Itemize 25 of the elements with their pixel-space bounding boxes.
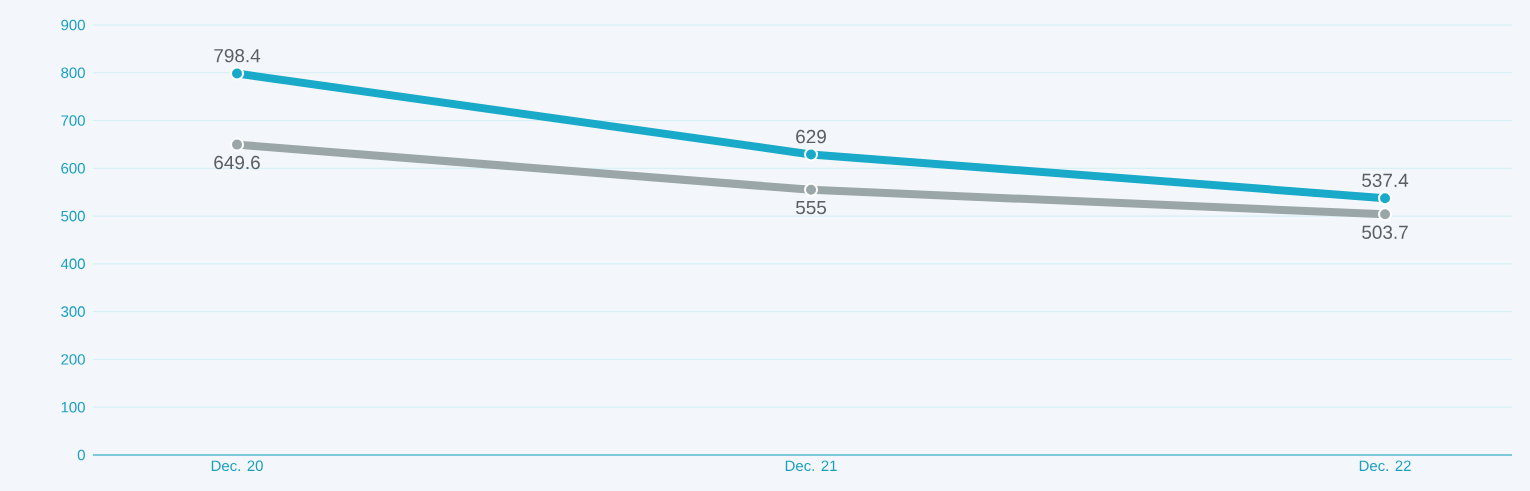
point (230, 137, 245, 152)
y-tick-label: 600 (61, 163, 85, 174)
data-label: 555 (795, 201, 827, 215)
point (230, 66, 245, 81)
y-tick-label: 200 (61, 354, 85, 365)
y-tick-label: 500 (61, 210, 85, 222)
x-tick-label: Dec. 20 (211, 460, 263, 472)
data-label: 798.4 (214, 48, 261, 63)
y-tick-label: 300 (61, 306, 85, 317)
y-tick-label: 700 (61, 115, 85, 126)
x-tick-label: Dec. 22 (1359, 460, 1411, 472)
y-tick-label: 800 (61, 67, 85, 79)
point (1378, 191, 1393, 206)
data-label: 503.7 (1362, 225, 1408, 239)
y-tick-label: 400 (60, 258, 85, 270)
point (1378, 207, 1393, 222)
point (804, 147, 819, 162)
y-tick-label: 0 (77, 449, 85, 461)
data-label: 537.4 (1362, 173, 1409, 188)
point (804, 182, 819, 197)
y-tick-label: 900 (61, 19, 85, 31)
data-label: 629 (796, 129, 826, 144)
y-tick-label: 100 (61, 401, 85, 413)
x-tick-label: Dec. 21 (785, 460, 837, 472)
data-label: 649.6 (214, 155, 260, 170)
